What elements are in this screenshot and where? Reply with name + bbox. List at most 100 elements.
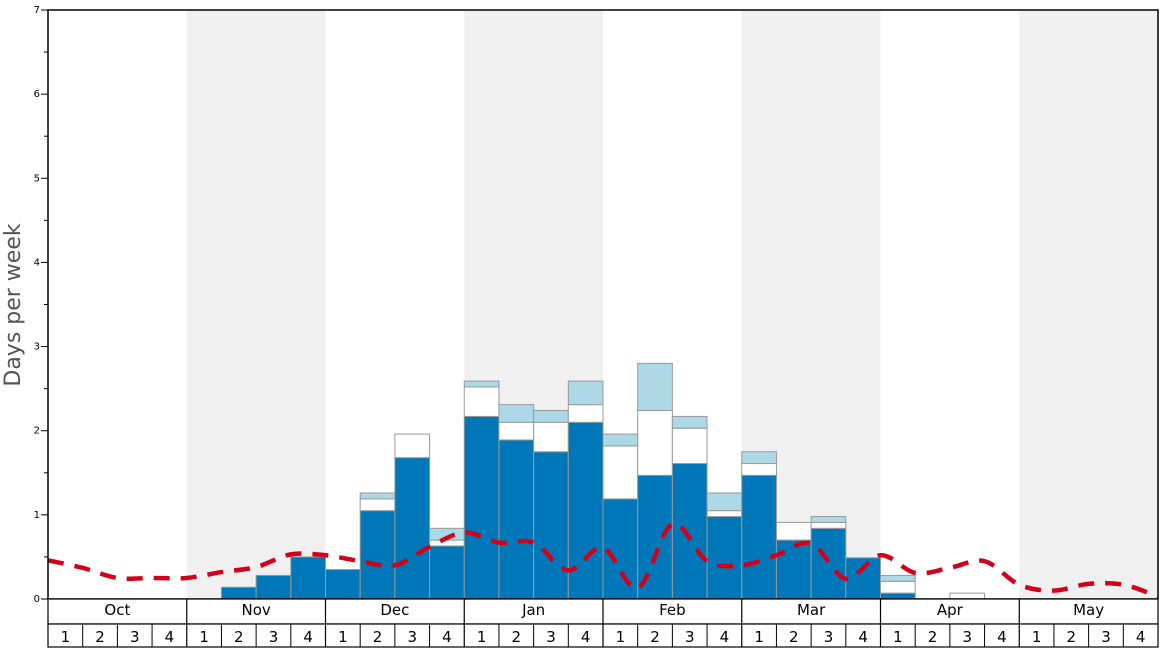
week-label: 2 <box>928 628 938 646</box>
week-label: 3 <box>962 628 972 646</box>
bar-week-20-segment-1 <box>706 516 743 600</box>
bar-week-23-segment-3 <box>810 516 847 523</box>
week-label: 1 <box>893 628 903 646</box>
week-label: 2 <box>650 628 660 646</box>
month-shading <box>186 10 1158 599</box>
month-label: Mar <box>797 601 826 619</box>
week-label: 1 <box>754 628 764 646</box>
week-label: 4 <box>997 628 1007 646</box>
bar-week-17-segment-2 <box>602 445 639 500</box>
y-tick-label: 0 <box>34 594 40 605</box>
bar-week-15-segment-3 <box>533 410 569 423</box>
week-label: 3 <box>407 628 417 646</box>
bar-week-22-segment-1 <box>775 539 812 600</box>
bar-week-10-segment-2 <box>359 498 396 512</box>
y-tick-label: 3 <box>34 342 40 353</box>
bar-week-20-segment-3 <box>706 492 743 512</box>
bar-week-7-segment-1 <box>255 574 292 600</box>
week-label: 4 <box>303 628 313 646</box>
week-label: 4 <box>581 628 591 646</box>
bar-week-13-segment-2 <box>463 386 500 417</box>
bar-week-15-segment-2 <box>533 421 569 453</box>
month-band-may <box>1019 10 1158 599</box>
y-tick-label: 4 <box>34 257 40 268</box>
week-label: 4 <box>720 628 730 646</box>
y-tick-label: 6 <box>34 89 40 100</box>
bar-week-18-segment-3 <box>637 362 673 412</box>
bar-week-12-segment-1 <box>429 545 465 600</box>
week-label: 4 <box>165 628 175 646</box>
y-tick-label: 1 <box>34 510 40 521</box>
week-label: 1 <box>61 628 71 646</box>
bar-week-21-segment-2 <box>741 463 777 476</box>
bars <box>220 362 986 600</box>
bar-week-21-segment-1 <box>741 474 777 600</box>
y-tick-label: 7 <box>34 5 40 16</box>
y-tick-label: 5 <box>34 173 40 184</box>
month-label: Oct <box>104 601 130 619</box>
week-label: 1 <box>199 628 209 646</box>
week-label: 1 <box>338 628 348 646</box>
month-label: Apr <box>937 601 964 619</box>
bar-week-10-segment-3 <box>359 492 396 500</box>
week-label: 2 <box>1067 628 1077 646</box>
bar-week-21-segment-3 <box>741 451 777 465</box>
bar-week-25-segment-1 <box>880 592 916 600</box>
bar-week-19-segment-1 <box>671 463 708 600</box>
week-label: 2 <box>373 628 383 646</box>
month-band-nov <box>186 10 326 599</box>
bar-week-14-segment-3 <box>498 404 535 423</box>
bar-week-16-segment-3 <box>567 380 604 406</box>
bar-week-27-segment-2 <box>949 592 986 600</box>
bar-week-6-segment-1 <box>220 586 257 600</box>
week-label: 3 <box>824 628 834 646</box>
bar-week-18-segment-2 <box>637 410 673 476</box>
bar-week-9-segment-1 <box>325 569 361 600</box>
week-label: 3 <box>130 628 140 646</box>
month-label: Feb <box>659 601 686 619</box>
bar-week-16-segment-1 <box>567 421 604 600</box>
bar-week-25-segment-2 <box>880 580 916 594</box>
week-label: 4 <box>858 628 868 646</box>
bar-week-17-segment-3 <box>602 433 639 447</box>
bar-week-12-segment-2 <box>429 539 465 547</box>
week-label: 2 <box>789 628 799 646</box>
week-label: 4 <box>442 628 452 646</box>
month-label: Dec <box>380 601 409 619</box>
month-label: Jan <box>521 601 545 619</box>
bar-week-14-segment-2 <box>498 421 535 441</box>
bar-week-22-segment-2 <box>775 521 812 541</box>
week-label: 2 <box>512 628 522 646</box>
week-label: 3 <box>269 628 279 646</box>
month-label: Nov <box>241 601 270 619</box>
week-label: 1 <box>477 628 487 646</box>
week-label: 3 <box>685 628 695 646</box>
bar-week-25-segment-3 <box>880 574 916 582</box>
week-label: 3 <box>546 628 556 646</box>
month-label: May <box>1073 601 1104 619</box>
bar-week-23-segment-1 <box>810 527 847 600</box>
bar-week-8-segment-1 <box>290 556 326 600</box>
y-axis-label: Days per week <box>1 223 26 386</box>
y-tick-label: 2 <box>34 426 40 437</box>
bar-week-24-segment-1 <box>845 557 881 600</box>
axes: 0 1 2 3 4 5 6 7 Oct 1 2 3 4 Nov 1 2 3 4 Dec 1 2 3 4 Jan 1 2 3 4 Feb 1… <box>34 5 1159 648</box>
week-label: 1 <box>1032 628 1042 646</box>
week-label: 2 <box>234 628 244 646</box>
bar-week-23-segment-2 <box>810 521 847 529</box>
bar-week-19-segment-3 <box>671 415 708 429</box>
week-label: 1 <box>616 628 626 646</box>
week-label: 4 <box>1136 628 1146 646</box>
week-label: 3 <box>1101 628 1111 646</box>
bar-week-16-segment-2 <box>567 404 604 423</box>
bar-week-10-segment-1 <box>359 510 396 600</box>
bar-week-19-segment-2 <box>671 427 708 465</box>
bar-week-13-segment-1 <box>463 415 500 600</box>
bar-week-13-segment-3 <box>463 380 500 388</box>
bar-week-15-segment-1 <box>533 451 569 600</box>
bar-week-11-segment-1 <box>394 457 431 600</box>
bar-week-11-segment-2 <box>394 433 431 459</box>
week-label: 2 <box>95 628 105 646</box>
bar-week-14-segment-1 <box>498 439 535 600</box>
